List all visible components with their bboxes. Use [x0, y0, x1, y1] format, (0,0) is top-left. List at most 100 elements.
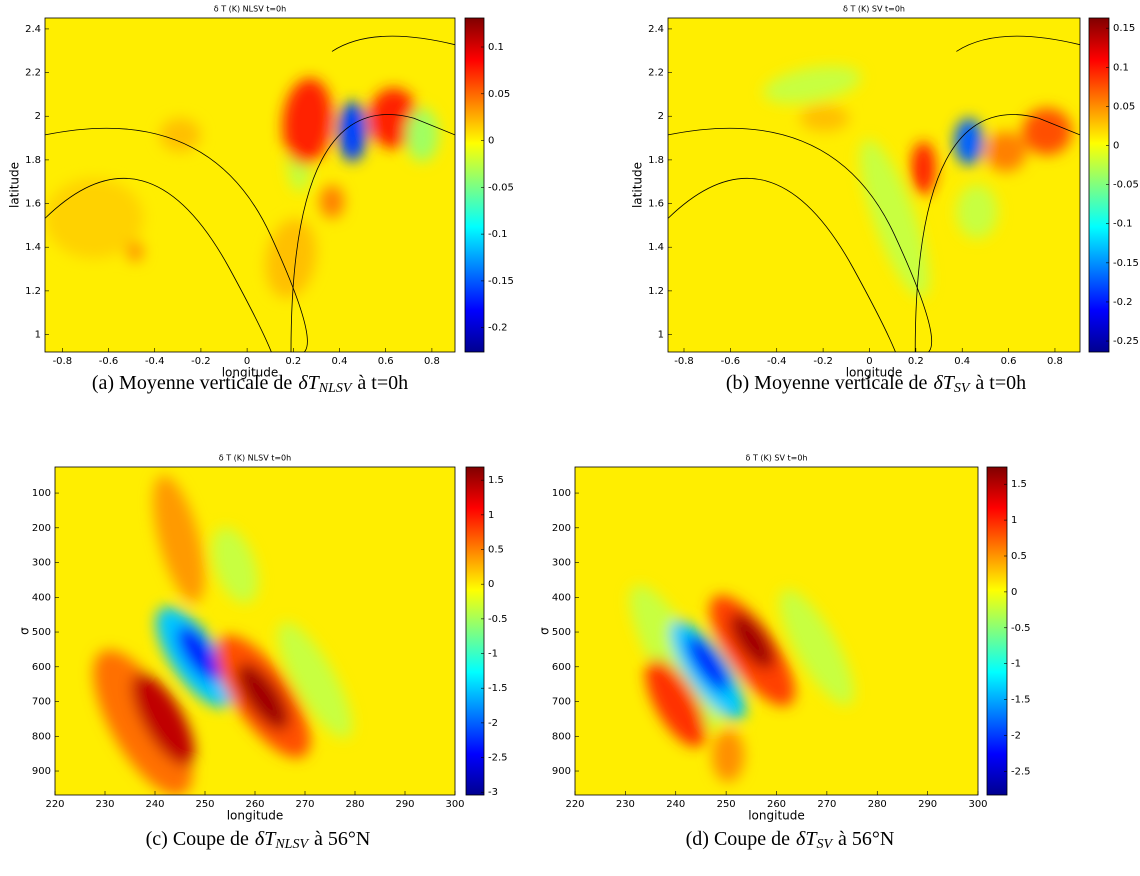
blob: [45, 178, 144, 259]
caption-rest: à t=0h: [357, 372, 408, 394]
field-blobs: [763, 66, 1072, 298]
colorbar-tick-label: -0.05: [1113, 180, 1139, 191]
blob: [338, 101, 367, 162]
x-tick-label: 0: [866, 356, 872, 367]
blob: [127, 241, 144, 262]
x-tick-label: -0.4: [145, 356, 165, 367]
colorbar-tick-label: -0.15: [488, 276, 514, 287]
contour-line: [956, 35, 1080, 52]
contour-line: [668, 177, 896, 352]
y-tick-label: 1.8: [25, 155, 41, 166]
x-tick-label: 0.4: [332, 356, 348, 367]
x-axis-label: longitude: [846, 366, 903, 380]
y-tick-label: 1.2: [648, 286, 664, 297]
y-tick-label: 2.2: [648, 68, 664, 79]
contour-line: [45, 177, 272, 352]
x-tick-label: -0.2: [191, 356, 211, 367]
colorbar-tick-label: 0.5: [488, 545, 504, 556]
x-tick-label: 270: [817, 799, 836, 810]
panel: δ T (K) NLSV t=0h 220 230 240 250 260 270 280 29…: [18, 454, 508, 853]
blob: [730, 612, 775, 669]
colorbar-tick-label: 1: [1011, 515, 1017, 526]
field: [629, 585, 854, 782]
colorbar-tick-label: -2: [488, 718, 498, 729]
caption: (d) Coupe de δTSV à 56°N: [686, 828, 895, 853]
x-tick-label: 0.6: [378, 356, 394, 367]
x-tick-label: -0.8: [674, 356, 694, 367]
blob: [368, 88, 419, 149]
y-tick-label: 800: [32, 731, 51, 742]
field-blobs: [45, 78, 439, 299]
x-tick-label: 270: [295, 799, 314, 810]
blob: [985, 131, 1027, 172]
field-background: [55, 467, 455, 795]
caption-subscript: SV: [816, 837, 833, 852]
x-tick-label: 300: [445, 799, 464, 810]
contour-line: [290, 114, 455, 352]
blob: [319, 185, 345, 219]
blob: [211, 527, 259, 604]
y-tick-label: 1.8: [648, 155, 664, 166]
y-axis-label: σ: [18, 627, 32, 635]
caption-symbol: δT: [933, 372, 955, 394]
caption-subscript: SV: [954, 381, 971, 396]
blob: [686, 636, 730, 692]
x-tick-label: 0.8: [1047, 356, 1063, 367]
x-tick-label: 280: [868, 799, 887, 810]
x-tick-label: 290: [918, 799, 937, 810]
colorbar-tick-label: -0.1: [1113, 219, 1133, 230]
x-axis-label: longitude: [222, 366, 279, 380]
y-tick-label: 1.2: [25, 286, 41, 297]
blob: [1022, 108, 1072, 155]
y-tick-label: 2.4: [25, 24, 41, 35]
y-tick-label: 200: [32, 523, 51, 534]
caption-symbol: δT: [255, 828, 277, 850]
caption-rest: à 56°N: [314, 828, 370, 850]
colorbar-tick-label: 1: [488, 510, 494, 521]
x-tick-label: 290: [395, 799, 414, 810]
colorbar-tick-label: -1: [488, 649, 498, 660]
y-tick-label: 2.2: [25, 68, 41, 79]
colorbar-tick-label: -0.2: [1113, 297, 1133, 308]
y-axis-label: σ: [538, 627, 552, 635]
colorbar: [1088, 17, 1110, 353]
caption-label: (c) Coupe de: [146, 828, 249, 850]
plot-title: δ T (K) NLSV t=0h: [219, 454, 291, 463]
x-tick-label: 0.4: [954, 356, 970, 367]
plot-title: δ T (K) SV t=0h: [843, 5, 905, 14]
field: [668, 35, 1080, 352]
blob: [405, 108, 439, 162]
caption-symbol: δT: [796, 828, 818, 850]
caption-rest: à t=0h: [975, 372, 1026, 394]
panel: δ T (K) NLSV t=0h -0.8 -0.6 -0.4 -0.2 0 0.2 0.4…: [8, 5, 514, 397]
x-tick-label: 260: [245, 799, 264, 810]
blob: [779, 589, 854, 706]
caption: (c) Coupe de δTNLSV à 56°N: [146, 828, 371, 853]
x-tick-label: 220: [565, 799, 584, 810]
blob: [860, 139, 930, 298]
y-tick-label: 100: [552, 488, 571, 499]
y-axis-label: latitude: [631, 162, 645, 208]
x-tick-label: -0.4: [767, 356, 787, 367]
x-tick-label: -0.6: [721, 356, 741, 367]
colorbar: [464, 17, 485, 353]
y-tick-label: 400: [552, 592, 571, 603]
colorbar-tick-label: -2.5: [1011, 766, 1031, 777]
y-tick-label: 500: [32, 627, 51, 638]
field: [45, 35, 455, 352]
y-tick-label: 200: [552, 523, 571, 534]
colorbar-tick-label: -0.5: [488, 614, 508, 625]
panel: δ T (K) SV t=0h -0.8 -0.6 -0.4 -0.2 0 0.2 0.4 0.…: [631, 5, 1139, 397]
blob: [277, 622, 353, 738]
caption-label: (a) Moyenne verticale de: [92, 372, 293, 394]
y-tick-label: 900: [32, 766, 51, 777]
x-tick-label: -0.6: [99, 356, 119, 367]
caption-subscript: NLSV: [274, 837, 309, 852]
colorbar-tick-label: -1: [1011, 659, 1021, 670]
panel: δ T (K) SV t=0h 220 230 240 250 260 270 280 290 3…: [538, 454, 1031, 853]
x-tick-label: 230: [95, 799, 114, 810]
x-tick-label: 0.2: [285, 356, 301, 367]
y-tick-label: 500: [552, 627, 571, 638]
colorbar-tick-label: 0.05: [488, 89, 510, 100]
